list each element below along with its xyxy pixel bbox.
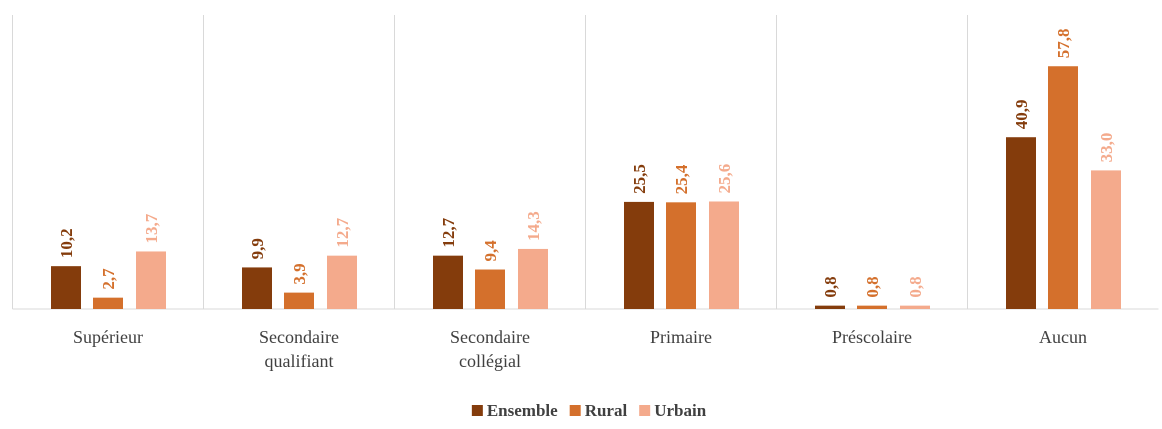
value-label: 9,4 [481, 240, 500, 262]
x-tick-label: Secondaire qualifiant [259, 327, 339, 371]
value-label: 40,9 [1012, 99, 1031, 129]
bar [857, 305, 887, 309]
legend-swatch [639, 405, 651, 416]
value-label: 25,4 [672, 164, 691, 194]
value-label: 0,8 [906, 276, 925, 297]
value-label: 14,3 [524, 211, 543, 241]
bar [666, 202, 696, 309]
bar [136, 251, 166, 309]
bar [900, 305, 930, 309]
value-label: 57,8 [1054, 28, 1073, 58]
bar [93, 297, 123, 309]
bar [51, 266, 81, 309]
legend: Ensemble Rural Urbain [471, 401, 707, 420]
x-tick-label: Secondaire collégial [450, 327, 530, 371]
value-label: 25,5 [630, 164, 649, 194]
value-label: 3,9 [290, 263, 309, 284]
bar [815, 305, 845, 309]
x-tick-label: Aucun [1039, 327, 1087, 347]
x-tick-label: Préscolaire [832, 327, 912, 347]
value-label: 33,0 [1097, 133, 1116, 163]
value-label: 12,7 [333, 217, 352, 247]
x-tick-label: Supérieur [73, 327, 143, 347]
bar [709, 201, 739, 309]
bar [284, 292, 314, 309]
legend-swatch [471, 405, 483, 416]
bar [1006, 137, 1036, 309]
bar [1048, 66, 1078, 310]
bar [475, 269, 505, 309]
bar [242, 267, 272, 309]
legend-label: Ensemble [487, 401, 558, 420]
bar [433, 255, 463, 309]
value-label: 0,8 [821, 276, 840, 297]
bar [624, 201, 654, 309]
value-label: 9,9 [248, 238, 267, 259]
value-label: 12,7 [439, 217, 458, 247]
value-label: 25,6 [715, 164, 734, 194]
value-label: 13,7 [142, 213, 161, 243]
value-label: 10,2 [57, 228, 76, 258]
value-label: 2,7 [99, 268, 118, 290]
legend-label: Urbain [654, 401, 707, 420]
legend-swatch [569, 405, 581, 416]
bar [518, 248, 548, 309]
legend-label: Rural [585, 401, 628, 420]
x-tick-label: Primaire [650, 327, 712, 347]
bar [1091, 170, 1121, 309]
value-label: 0,8 [863, 276, 882, 297]
bar [327, 255, 357, 309]
